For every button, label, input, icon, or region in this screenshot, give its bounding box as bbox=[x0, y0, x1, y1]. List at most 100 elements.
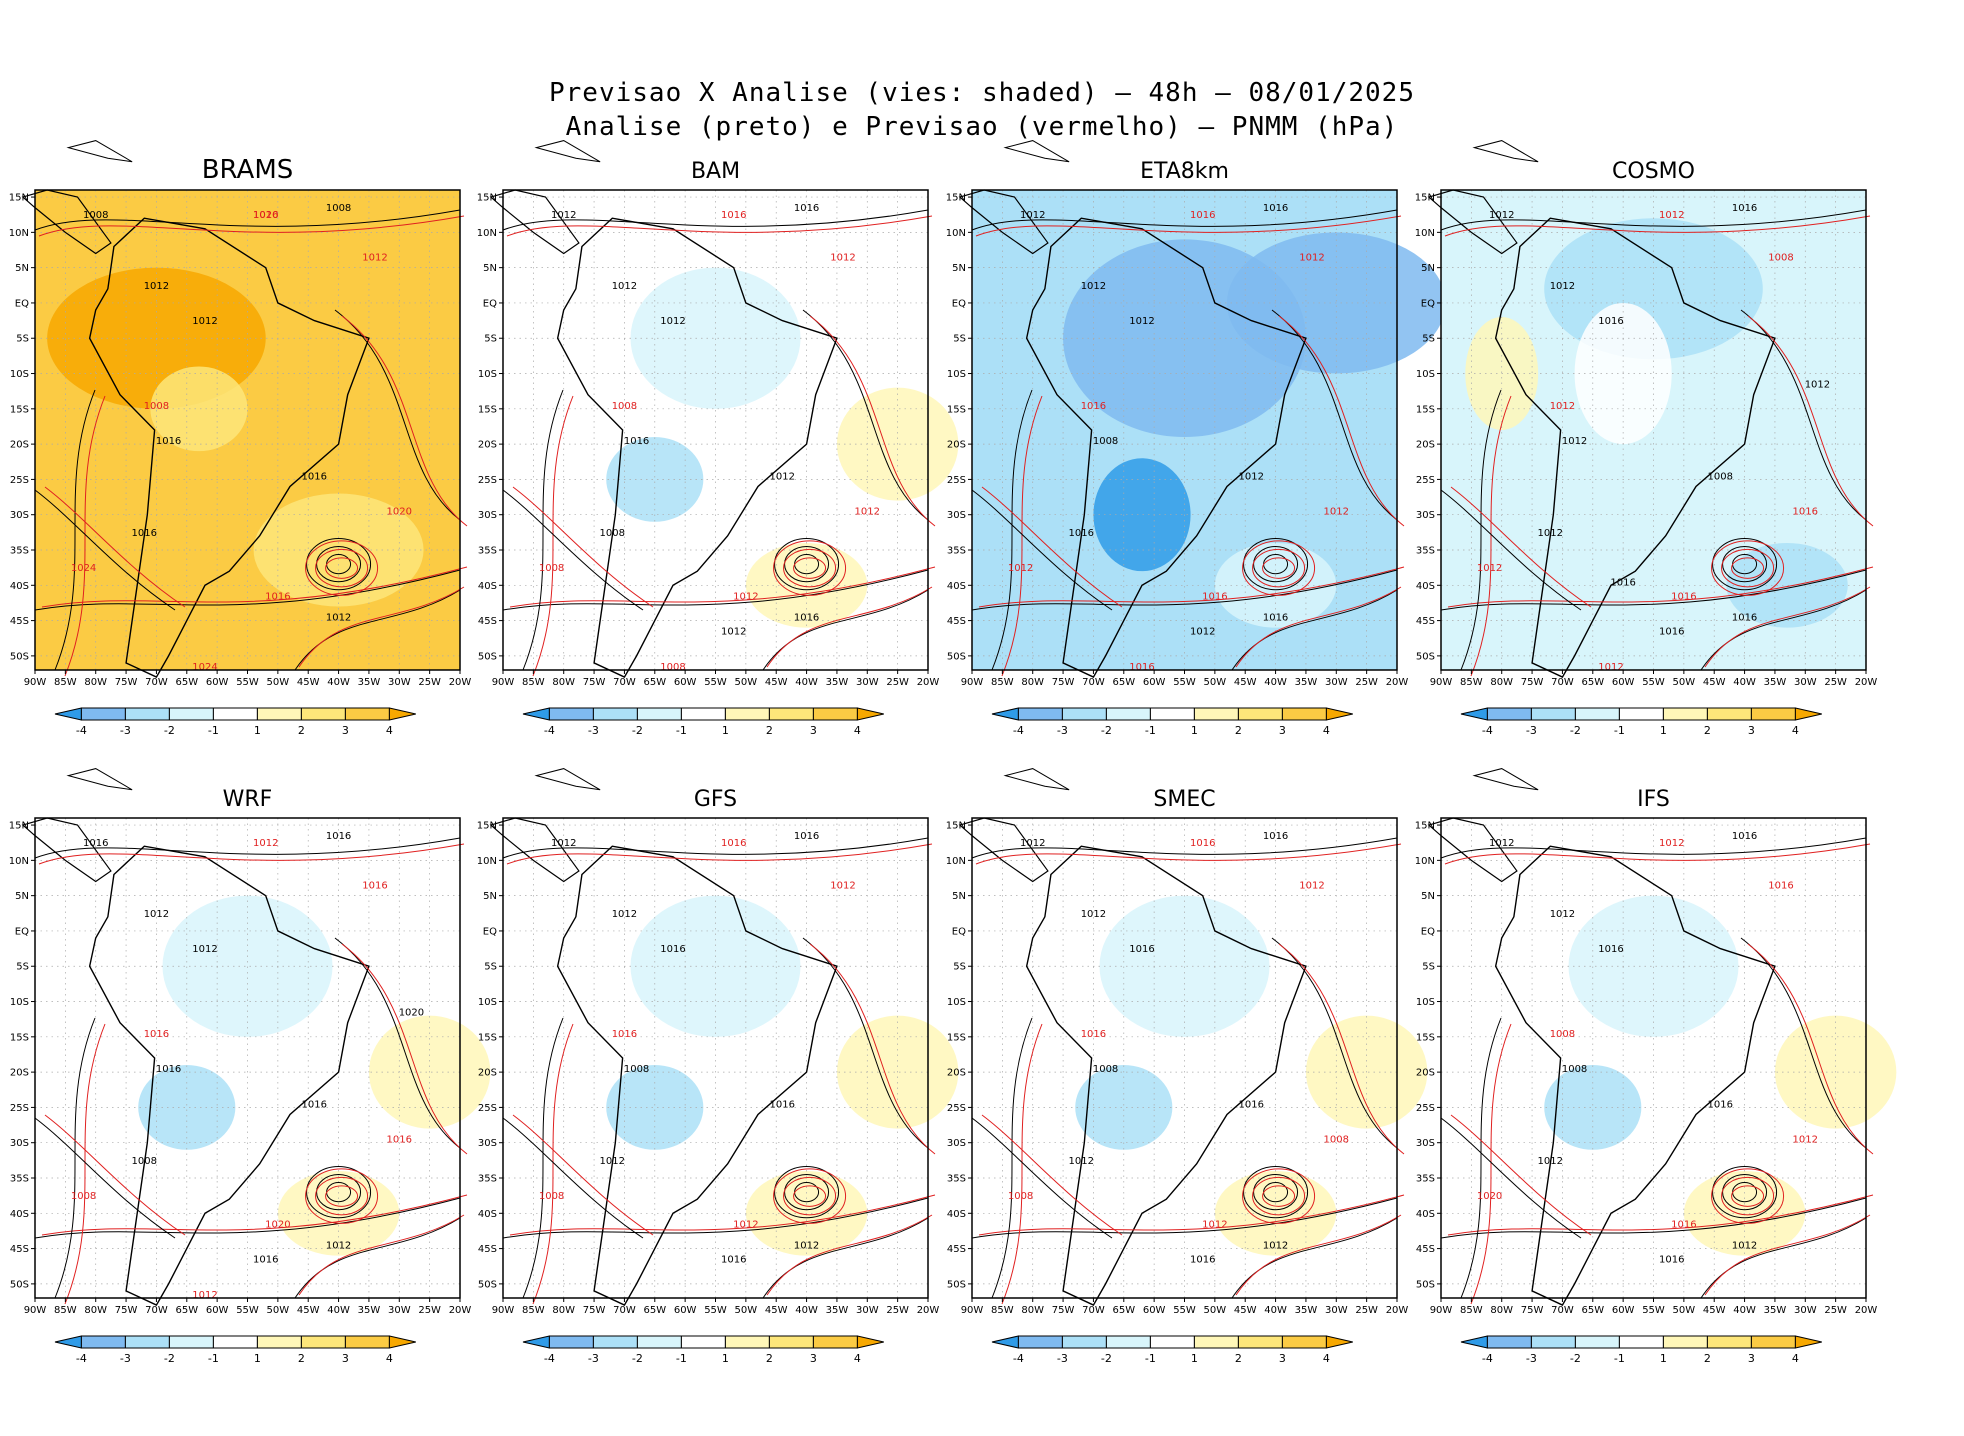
colorbar-tick-label: -3 bbox=[1526, 724, 1537, 737]
colorbar-segment bbox=[80, 707, 126, 721]
isobar-label-analysis: 1012 bbox=[1129, 316, 1154, 327]
colorbar-segment bbox=[168, 707, 214, 721]
isobar-label-analysis: 1012 bbox=[660, 316, 685, 327]
panel-wrf: WRF 1016 1016 1012 1012 1016 1008 1016 1012 1016 1… bbox=[0, 768, 491, 1383]
colorbar-segment bbox=[1530, 1335, 1576, 1349]
y-tick-label: 40S bbox=[947, 1209, 966, 1220]
isobar-label-analysis: 1012 bbox=[1081, 909, 1106, 920]
isobar-forecast bbox=[1747, 315, 1874, 527]
colorbar-tick-label: -2 bbox=[164, 724, 175, 737]
panel-svg: IFS 1012 1016 1012 1016 1008 1012 1016 1012 1016 1… bbox=[1415, 768, 1897, 1365]
isobar-label-analysis: 1008 bbox=[83, 210, 108, 221]
isobar-analysis bbox=[1460, 389, 1502, 671]
isobar-label-forecast: 1020 bbox=[1477, 1191, 1502, 1202]
map-group: WRF 1016 1016 1012 1012 1016 1008 1016 1012 1016 1… bbox=[9, 768, 491, 1365]
isobar-analysis bbox=[502, 209, 929, 231]
x-tick-label: 50W bbox=[1204, 1305, 1227, 1316]
isobar-forecast bbox=[509, 1194, 936, 1236]
isobar-label-analysis: 1012 bbox=[721, 627, 746, 638]
isobar-analysis bbox=[1231, 1217, 1398, 1299]
panel-svg: WRF 1016 1016 1012 1012 1016 1008 1016 1012 1016 1… bbox=[9, 768, 491, 1365]
isobar-forecast bbox=[38, 843, 465, 865]
isobar-analysis bbox=[762, 1217, 929, 1299]
isobar-analysis bbox=[1440, 209, 1867, 231]
x-tick-label: 85W bbox=[991, 1305, 1014, 1316]
isobar-forecast bbox=[978, 566, 1405, 608]
colorbar-segment bbox=[991, 1335, 1019, 1349]
isobar-analysis bbox=[1460, 1017, 1502, 1299]
colorbar-segment bbox=[1706, 1335, 1752, 1349]
isobar-forecast bbox=[1235, 586, 1402, 668]
y-tick-label: 20S bbox=[478, 1068, 497, 1079]
panel-cosmo: COSMO 1012 1016 1012 1016 1012 1012 1008 1016 101… bbox=[1406, 140, 1877, 755]
x-tick-label: 30W bbox=[1325, 1305, 1348, 1316]
colorbar-tick-label: -2 bbox=[632, 1352, 643, 1365]
colorbar-tick-label: -2 bbox=[1570, 724, 1581, 737]
y-tick-label: 5S bbox=[16, 334, 29, 345]
low-pressure-forecast bbox=[305, 540, 379, 596]
colorbar-segment bbox=[54, 707, 82, 721]
isobar-analysis bbox=[502, 837, 929, 859]
isobar-label-forecast: 1016 bbox=[387, 1135, 412, 1146]
isobar-analysis bbox=[971, 837, 1398, 859]
isobar-label-forecast: 1008 bbox=[1550, 1029, 1575, 1040]
y-tick-label: 40S bbox=[947, 581, 966, 592]
isobar-label-analysis: 1020 bbox=[399, 1008, 424, 1019]
x-tick-label: 75W bbox=[1521, 1305, 1544, 1316]
low-pressure-analysis bbox=[774, 538, 840, 591]
colorbar-tick-label: -4 bbox=[1482, 724, 1493, 737]
isobar-label-analysis: 1016 bbox=[624, 436, 649, 447]
panel-brams: BRAMS 1008 1008 1012 1012 1016 1016 1016 1012 101… bbox=[0, 140, 472, 755]
colorbar-segment bbox=[256, 707, 302, 721]
x-tick-label: 85W bbox=[991, 677, 1014, 688]
x-tick-label: 65W bbox=[1581, 677, 1604, 688]
y-tick-label: 25S bbox=[947, 475, 966, 486]
x-tick-label: 20W bbox=[449, 677, 472, 688]
isobar-analysis bbox=[334, 309, 461, 521]
x-tick-label: 60W bbox=[1612, 677, 1635, 688]
x-tick-label: 80W bbox=[552, 677, 575, 688]
x-tick-label: 30W bbox=[1325, 677, 1348, 688]
x-tick-label: 80W bbox=[1021, 677, 1044, 688]
x-tick-label: 65W bbox=[1112, 1305, 1135, 1316]
colorbar-tick-label: -1 bbox=[208, 1352, 219, 1365]
y-tick-label: 50S bbox=[478, 651, 497, 662]
isobar-label-forecast: 1024 bbox=[192, 662, 217, 673]
isobar-label-analysis: 1012 bbox=[612, 909, 637, 920]
colorbar-segment bbox=[300, 1335, 346, 1349]
x-tick-label: 65W bbox=[643, 677, 666, 688]
isobar-label-forecast: 1012 bbox=[362, 253, 387, 264]
y-tick-label: 40S bbox=[10, 581, 29, 592]
colorbar-tick-label: 1 bbox=[254, 724, 261, 737]
isobar-label-analysis: 1016 bbox=[1610, 577, 1635, 588]
central-america-coastline bbox=[1427, 817, 1518, 883]
isobar-forecast bbox=[506, 843, 933, 865]
y-tick-label: 30S bbox=[947, 1138, 966, 1149]
isobar-label-analysis: 1008 bbox=[624, 1064, 649, 1075]
colorbar-tick-label: -4 bbox=[544, 724, 555, 737]
y-tick-label: 40S bbox=[1416, 581, 1435, 592]
x-tick-label: 65W bbox=[175, 677, 198, 688]
isobar-forecast bbox=[341, 943, 468, 1155]
isobar-label-analysis: 1016 bbox=[660, 944, 685, 955]
colorbar-tick-label: -2 bbox=[632, 724, 643, 737]
x-tick-label: 30W bbox=[1794, 1305, 1817, 1316]
x-tick-label: 30W bbox=[1794, 677, 1817, 688]
colorbar-tick-label: 1 bbox=[1191, 724, 1198, 737]
isobar-label-analysis: 1012 bbox=[1020, 838, 1045, 849]
x-tick-label: 80W bbox=[1021, 1305, 1044, 1316]
isobar-label-analysis: 1016 bbox=[1263, 203, 1288, 214]
y-tick-label: 50S bbox=[947, 1279, 966, 1290]
isobar-label-analysis: 1012 bbox=[144, 281, 169, 292]
colorbar-tick-label: 2 bbox=[766, 724, 773, 737]
colorbar-segment bbox=[1618, 707, 1664, 721]
y-tick-label: 5N bbox=[1421, 891, 1435, 902]
isobar-label-forecast: 1012 bbox=[1793, 1135, 1818, 1146]
y-tick-label: 15S bbox=[478, 404, 497, 415]
colorbar-tick-label: -4 bbox=[1013, 1352, 1024, 1365]
isobar-label-forecast: 1012 bbox=[1550, 401, 1575, 412]
y-tick-label: 5S bbox=[16, 962, 29, 973]
x-tick-label: 50W bbox=[267, 1305, 290, 1316]
colorbar-tick-label: -2 bbox=[1101, 1352, 1112, 1365]
y-tick-label: 35S bbox=[10, 1174, 29, 1185]
